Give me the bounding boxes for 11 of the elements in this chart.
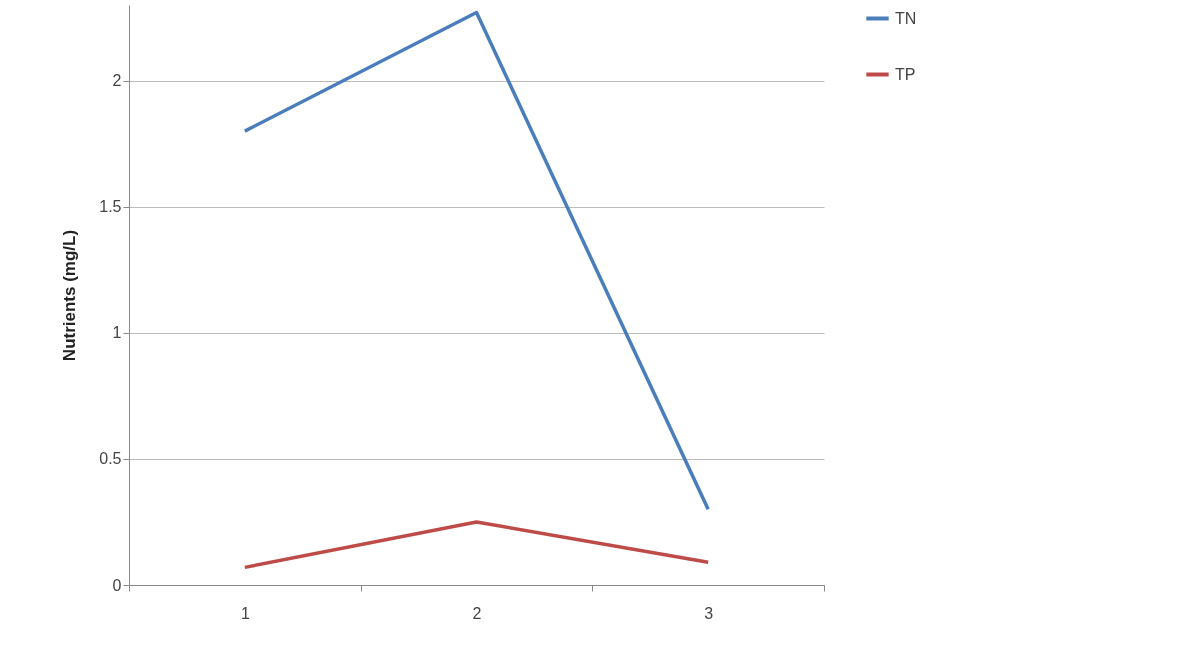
y-axis-title: Nutrients (mg/L) [60,229,80,362]
y-tick-label: 0.5 [99,450,122,468]
legend-label: TP [895,65,916,83]
legend-label: TN [895,9,917,27]
y-tick-label: 1 [112,324,122,342]
y-tick-label: 2 [112,72,122,90]
y-tick-label: 1.5 [99,198,122,216]
x-tick-label: 1 [240,604,250,622]
x-tick-label: 2 [472,604,482,622]
y-tick-label: 0 [112,576,122,594]
x-tick-label: 3 [704,604,714,622]
